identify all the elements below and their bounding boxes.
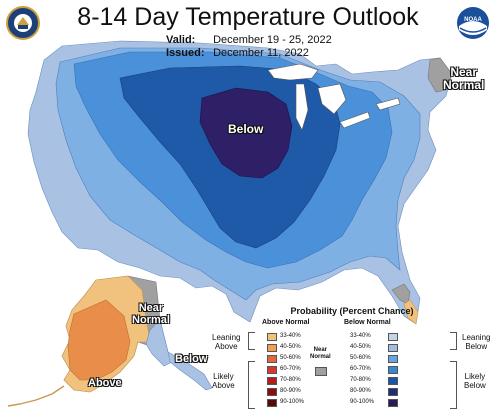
- legend-above-swatch: [267, 399, 277, 407]
- legend-below-label: 80-90%: [350, 388, 371, 394]
- region-near-normal-northeast: [427, 57, 453, 93]
- legend-below-swatch: [388, 399, 398, 407]
- region-below-70-80: [199, 87, 293, 179]
- lake-superior: [267, 63, 319, 81]
- legend-bracket: [450, 332, 457, 350]
- map-label-near: Near: [450, 65, 478, 79]
- map-label-above-alaska: Above: [88, 377, 122, 389]
- legend-group-line: Likely: [213, 372, 234, 381]
- legend-below-swatch: [388, 344, 398, 352]
- legend-bracket: [450, 361, 457, 409]
- legend-below-label: 90-100%: [350, 399, 375, 405]
- legend-group-line: Leaning: [212, 333, 241, 342]
- issued-date: December 11, 2022: [213, 47, 309, 59]
- legend-near-normal-swatch: [315, 367, 327, 376]
- legend-above-label: 50-60%: [280, 355, 301, 361]
- legend-group-line: Leaning: [462, 333, 491, 342]
- legend-group-line: Below: [465, 342, 488, 351]
- map-label-near-normal-alaska: Near Normal: [132, 302, 170, 326]
- legend-title: Probability (Percent Chance): [290, 306, 414, 316]
- legend-bracket: [248, 332, 255, 350]
- noaa-logo-text: NOAA: [464, 17, 482, 23]
- lake-ontario: [375, 97, 401, 111]
- legend-above-swatch: [267, 366, 277, 374]
- noaa-logo-icon: NOAA: [457, 7, 489, 39]
- valid-label: Valid:: [166, 34, 196, 46]
- map-label-normal: Normal: [132, 314, 170, 326]
- legend-below-label: 70-80%: [350, 377, 371, 383]
- probability-legend: Probability (Percent Chance) Above Norma…: [212, 306, 494, 414]
- legend-below-label: 60-70%: [350, 366, 371, 372]
- legend-above-label: 60-70%: [280, 366, 301, 372]
- lake-huron: [317, 83, 347, 115]
- legend-below-swatch: [388, 355, 398, 363]
- map-label-below-alaska: Below: [175, 353, 208, 365]
- legend-above-label: 70-80%: [280, 377, 301, 383]
- map-label-below-center: Below: [228, 122, 264, 136]
- legend-above-swatch: [267, 344, 277, 352]
- map-label-normal: Normal: [443, 78, 485, 92]
- legend-below-swatch: [388, 377, 398, 385]
- issued-row: Issued: December 11, 2022: [166, 47, 309, 59]
- map-label-near-normal-northeast: Near Normal: [443, 66, 484, 92]
- legend-below-swatch: [388, 388, 398, 396]
- legend-below-swatch: [388, 366, 398, 374]
- legend-leaning-below: Leaning Below: [462, 333, 490, 351]
- legend-group-line: Below: [464, 381, 486, 390]
- legend-below-label: 50-60%: [350, 355, 371, 361]
- legend-likely-below: Likely Below: [464, 372, 486, 390]
- page-title: 8-14 Day Temperature Outlook: [77, 3, 419, 31]
- legend-near-normal-label: Near Normal: [310, 347, 331, 361]
- legend-above-swatch: [267, 377, 277, 385]
- legend-below-swatch: [388, 333, 398, 341]
- lake-michigan: [295, 83, 309, 131]
- legend-below-header: Below Normal: [344, 319, 391, 326]
- lake-erie: [339, 111, 371, 129]
- legend-near-line: Normal: [310, 354, 331, 360]
- alaska-leaning-below: [145, 319, 173, 367]
- legend-above-label: 90-100%: [280, 399, 305, 405]
- legend-above-label: 33-40%: [280, 333, 301, 339]
- legend-below-label: 33-40%: [350, 333, 371, 339]
- legend-leaning-above: Leaning Above: [212, 333, 240, 351]
- legend-bracket: [248, 361, 255, 409]
- map-label-near: Near: [138, 302, 164, 314]
- legend-above-swatch: [267, 333, 277, 341]
- region-above-florida: [403, 299, 419, 325]
- legend-above-label: 80-90%: [280, 388, 301, 394]
- doc-seal-icon: [6, 6, 40, 40]
- legend-near-line: Near: [313, 347, 327, 353]
- legend-above-swatch: [267, 355, 277, 363]
- valid-row: Valid: December 19 - 25, 2022: [166, 34, 332, 46]
- aleutian-islands: [7, 385, 65, 407]
- legend-group-line: Above: [214, 342, 238, 351]
- alaska-above-40-50: [67, 299, 131, 381]
- legend-below-label: 40-50%: [350, 344, 371, 350]
- legend-likely-above: Likely Above: [212, 372, 235, 390]
- legend-group-line: Likely: [464, 372, 486, 381]
- alaska-panhandle: [167, 351, 213, 391]
- legend-group-line: Above: [212, 381, 235, 390]
- valid-dates: December 19 - 25, 2022: [213, 34, 332, 46]
- legend-above-header: Above Normal: [262, 319, 310, 326]
- legend-above-label: 40-50%: [280, 344, 301, 350]
- legend-above-swatch: [267, 388, 277, 396]
- issued-label: Issued:: [166, 47, 205, 59]
- region-near-normal-florida: [391, 283, 411, 305]
